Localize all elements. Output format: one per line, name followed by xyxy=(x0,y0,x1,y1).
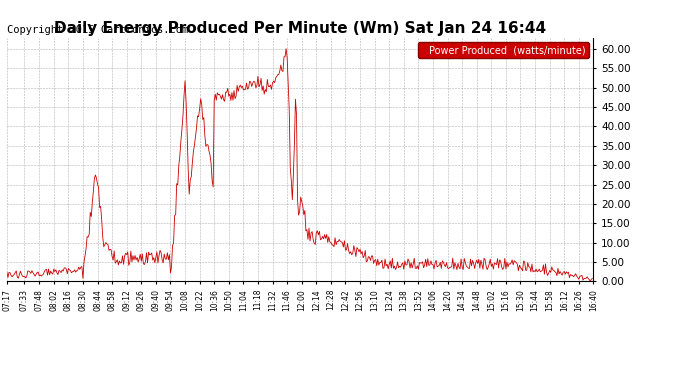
Legend: Power Produced  (watts/minute): Power Produced (watts/minute) xyxy=(418,42,589,58)
Text: Copyright 2015 Cartronics.com: Copyright 2015 Cartronics.com xyxy=(7,25,188,35)
Title: Daily Energy Produced Per Minute (Wm) Sat Jan 24 16:44: Daily Energy Produced Per Minute (Wm) Sa… xyxy=(54,21,546,36)
